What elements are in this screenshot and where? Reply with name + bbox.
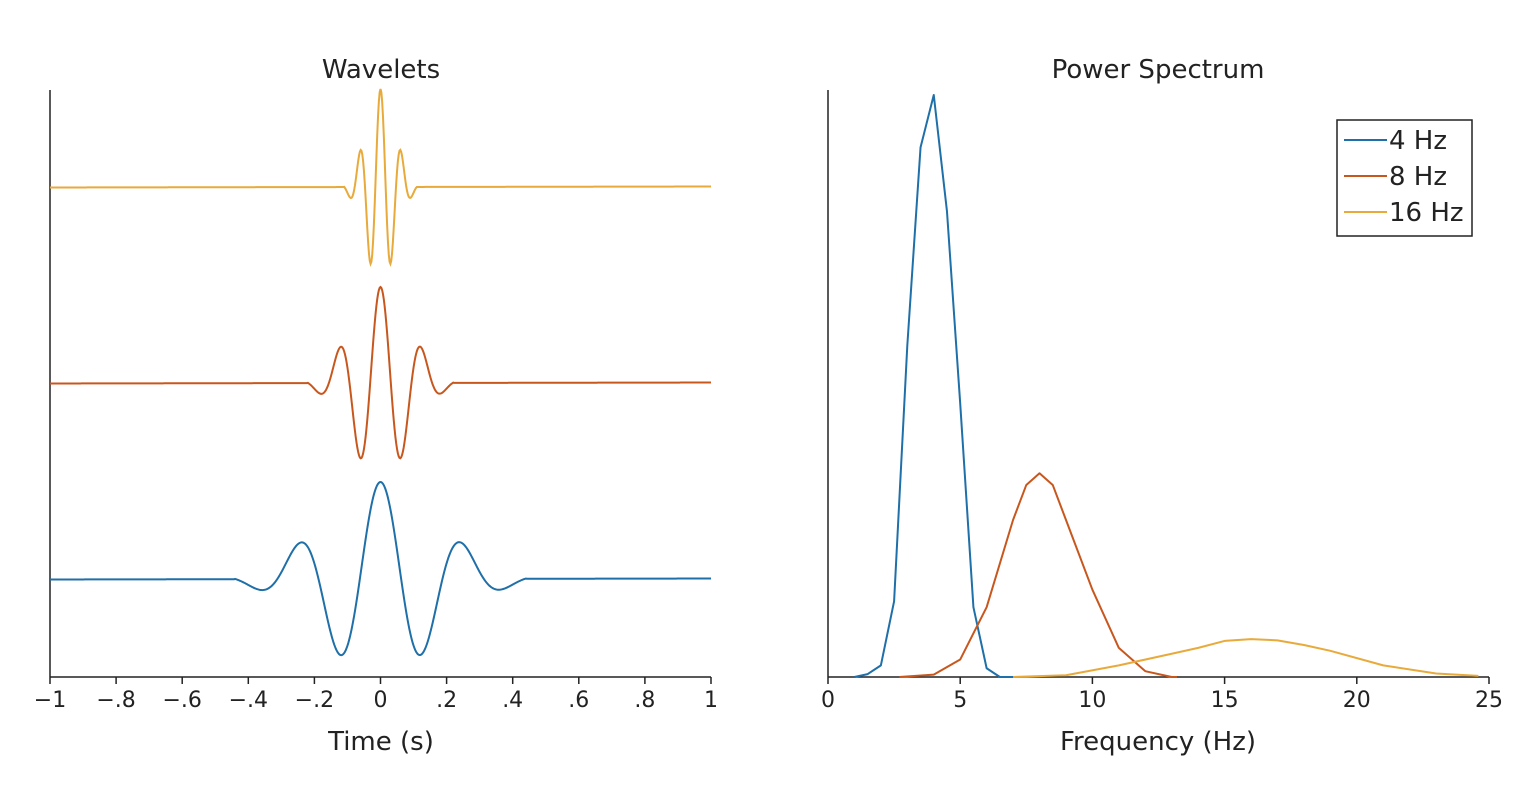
legend-item-16hz: 16 Hz (1344, 198, 1464, 228)
spectrum-x-ticks: 0 5 10 15 20 25 (821, 677, 1503, 713)
wavelets-x-tick-label: .4 (502, 688, 523, 713)
wavelets-x-tick-label: .2 (436, 688, 457, 713)
spectrum-x-tick-label: 20 (1343, 688, 1371, 713)
spectrum-x-axis-label: Frequency (Hz) (1060, 727, 1256, 757)
spectrum-series (854, 94, 1479, 678)
legend-item-4hz: 4 Hz (1344, 126, 1447, 156)
wavelets-panel: Wavelets −1 −.8 −.6 −.4 −.2 0 .2 .4 .6 .8 1 Time (… (34, 55, 718, 757)
wavelets-x-ticks: −1 −.8 −.6 −.4 −.2 0 .2 .4 .6 .8 1 (34, 677, 718, 713)
legend-label-16hz: 16 Hz (1389, 198, 1464, 228)
wavelets-x-tick-label: 0 (374, 688, 388, 713)
spectrum-x-tick-label: 25 (1475, 688, 1503, 713)
spectrum-panel: Power Spectrum 0 5 10 15 20 25 Frequency (Hz)… (821, 55, 1503, 757)
legend-label-4hz: 4 Hz (1389, 126, 1447, 156)
wavelets-x-tick-label: −.4 (229, 688, 268, 713)
wavelets-x-tick-label: −1 (34, 688, 66, 713)
wavelets-x-tick-label: −.6 (162, 688, 201, 713)
spectrum-x-tick-label: 0 (821, 688, 835, 713)
wavelets-x-tick-label: .8 (634, 688, 655, 713)
legend-label-8hz: 8 Hz (1389, 162, 1447, 192)
spectrum-legend: 4 Hz 8 Hz 16 Hz (1336, 119, 1473, 237)
spectrum-x-tick-label: 10 (1078, 688, 1106, 713)
spectrum-line-4hz (854, 94, 1014, 678)
wavelets-x-tick-label: −.8 (96, 688, 135, 713)
wavelets-title: Wavelets (322, 55, 440, 85)
wavelet-line-16hz (50, 88, 711, 268)
spectrum-line-8hz (899, 472, 1178, 678)
legend-item-8hz: 8 Hz (1344, 162, 1447, 192)
spectrum-x-tick-label: 15 (1211, 688, 1239, 713)
wavelets-x-axis-label: Time (s) (327, 727, 434, 757)
wavelets-x-tick-label: .6 (568, 688, 589, 713)
wavelets-x-tick-label: 1 (704, 688, 718, 713)
wavelets-series (49, 88, 712, 657)
wavelet-line-4hz (49, 480, 712, 657)
wavelets-x-tick-label: −.2 (295, 688, 334, 713)
spectrum-x-tick-label: 5 (953, 688, 967, 713)
spectrum-title: Power Spectrum (1052, 55, 1265, 85)
wavelet-line-8hz (50, 285, 711, 460)
spectrum-line-16hz (1013, 638, 1479, 678)
